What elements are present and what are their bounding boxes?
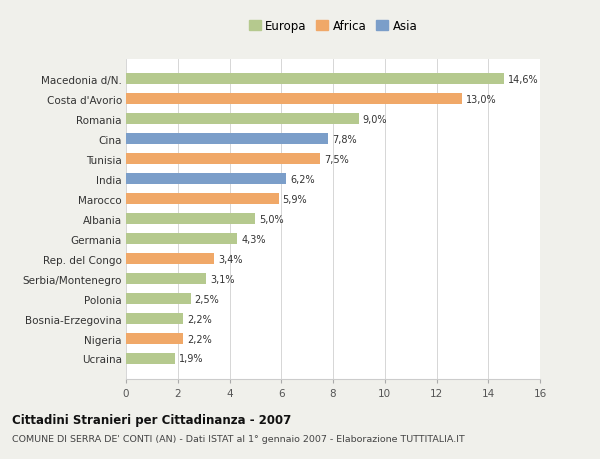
Text: 2,2%: 2,2%	[187, 314, 212, 324]
Bar	[126, 194, 278, 205]
Text: 7,8%: 7,8%	[332, 134, 356, 145]
Text: 6,2%: 6,2%	[290, 174, 315, 185]
Text: 4,3%: 4,3%	[241, 234, 266, 244]
Text: 7,5%: 7,5%	[324, 154, 349, 164]
Text: 13,0%: 13,0%	[466, 95, 497, 105]
Bar	[126, 353, 175, 364]
Bar	[126, 234, 237, 245]
Bar	[126, 274, 206, 285]
Bar	[126, 293, 191, 304]
Bar	[126, 74, 504, 85]
Bar	[126, 313, 183, 325]
Text: COMUNE DI SERRA DE' CONTI (AN) - Dati ISTAT al 1° gennaio 2007 - Elaborazione TU: COMUNE DI SERRA DE' CONTI (AN) - Dati IS…	[12, 434, 465, 443]
Bar	[126, 114, 359, 125]
Text: 3,4%: 3,4%	[218, 254, 242, 264]
Text: 1,9%: 1,9%	[179, 354, 203, 364]
Bar	[126, 174, 286, 185]
Bar	[126, 333, 183, 344]
Text: 9,0%: 9,0%	[363, 115, 387, 124]
Bar	[126, 134, 328, 145]
Legend: Europa, Africa, Asia: Europa, Africa, Asia	[247, 18, 419, 35]
Text: Cittadini Stranieri per Cittadinanza - 2007: Cittadini Stranieri per Cittadinanza - 2…	[12, 413, 291, 426]
Bar	[126, 154, 320, 165]
Bar	[126, 253, 214, 264]
Text: 3,1%: 3,1%	[210, 274, 235, 284]
Bar	[126, 94, 463, 105]
Text: 5,9%: 5,9%	[283, 194, 307, 204]
Text: 14,6%: 14,6%	[508, 75, 538, 84]
Text: 2,2%: 2,2%	[187, 334, 212, 344]
Bar	[126, 214, 256, 224]
Text: 2,5%: 2,5%	[194, 294, 220, 304]
Text: 5,0%: 5,0%	[259, 214, 284, 224]
